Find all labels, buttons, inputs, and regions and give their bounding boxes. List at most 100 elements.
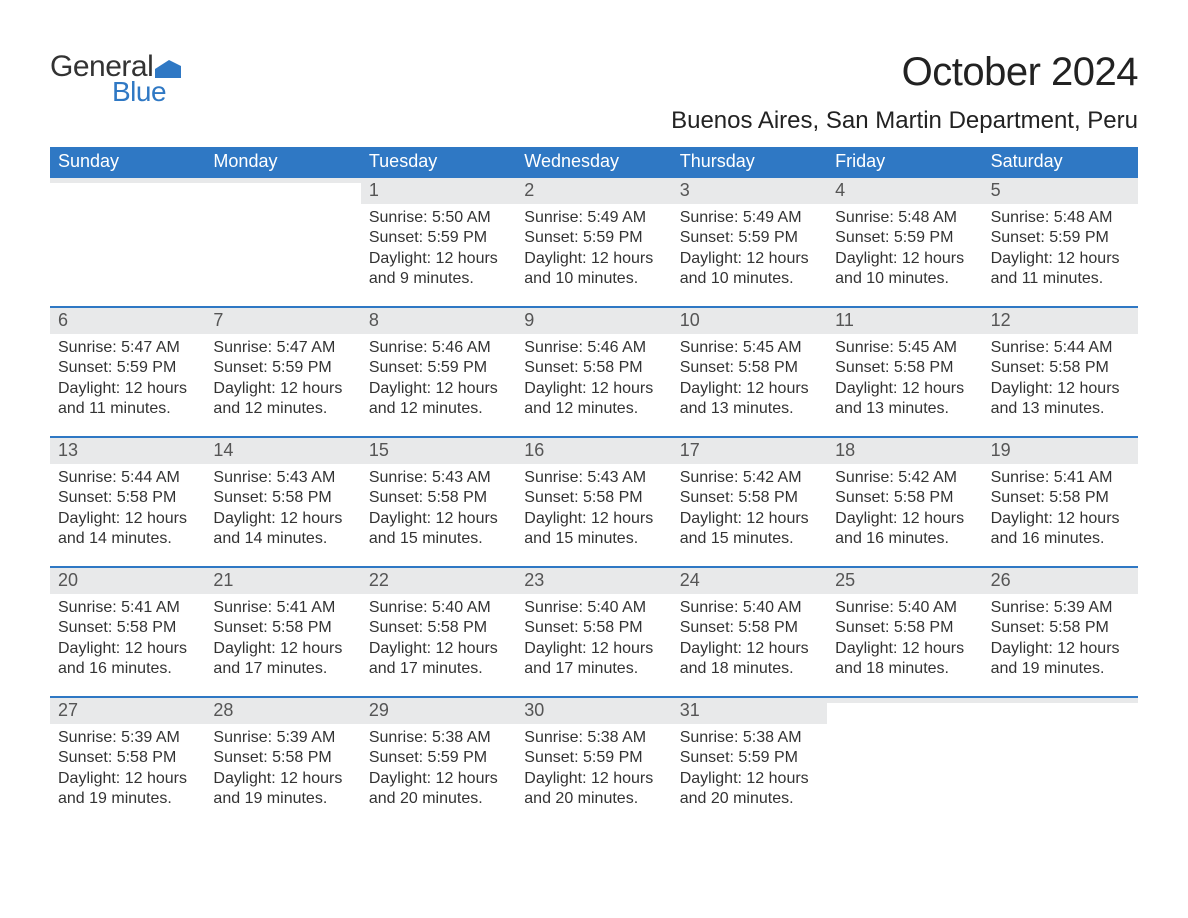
daylight2-text: and 17 minutes. — [524, 659, 663, 679]
calendar-day: 22Sunrise: 5:40 AMSunset: 5:58 PMDayligh… — [361, 568, 516, 696]
day-number: 19 — [983, 438, 1138, 464]
day-number-strip: 25 — [827, 568, 982, 594]
day-number-strip: 28 — [205, 698, 360, 724]
day-number: 5 — [983, 178, 1138, 204]
daylight2-text: and 18 minutes. — [680, 659, 819, 679]
calendar-week: 1Sunrise: 5:50 AMSunset: 5:59 PMDaylight… — [50, 178, 1138, 306]
day-number: 25 — [827, 568, 982, 594]
sunset-text: Sunset: 5:58 PM — [524, 358, 663, 378]
day-number-strip: 16 — [516, 438, 671, 464]
daylight1-text: Daylight: 12 hours — [991, 249, 1130, 269]
calendar-day — [827, 698, 982, 826]
sunrise-text: Sunrise: 5:41 AM — [991, 468, 1130, 488]
sunrise-text: Sunrise: 5:47 AM — [213, 338, 352, 358]
day-body: Sunrise: 5:38 AMSunset: 5:59 PMDaylight:… — [361, 724, 516, 816]
day-number: 31 — [672, 698, 827, 724]
day-number-strip: 3 — [672, 178, 827, 204]
daylight2-text: and 15 minutes. — [369, 529, 508, 549]
day-number: 21 — [205, 568, 360, 594]
day-body: Sunrise: 5:50 AMSunset: 5:59 PMDaylight:… — [361, 204, 516, 296]
daylight2-text: and 10 minutes. — [524, 269, 663, 289]
daylight2-text: and 19 minutes. — [991, 659, 1130, 679]
day-body: Sunrise: 5:43 AMSunset: 5:58 PMDaylight:… — [361, 464, 516, 556]
day-number-strip: 8 — [361, 308, 516, 334]
day-number-strip: 31 — [672, 698, 827, 724]
daylight2-text: and 10 minutes. — [680, 269, 819, 289]
day-body: Sunrise: 5:43 AMSunset: 5:58 PMDaylight:… — [516, 464, 671, 556]
day-body: Sunrise: 5:40 AMSunset: 5:58 PMDaylight:… — [827, 594, 982, 686]
weeks-container: 1Sunrise: 5:50 AMSunset: 5:59 PMDaylight… — [50, 178, 1138, 826]
calendar-day: 14Sunrise: 5:43 AMSunset: 5:58 PMDayligh… — [205, 438, 360, 566]
day-number: 24 — [672, 568, 827, 594]
day-number-strip: 29 — [361, 698, 516, 724]
sunrise-text: Sunrise: 5:41 AM — [213, 598, 352, 618]
day-number: 7 — [205, 308, 360, 334]
day-number-strip: 1 — [361, 178, 516, 204]
day-number-strip: 2 — [516, 178, 671, 204]
calendar-day: 15Sunrise: 5:43 AMSunset: 5:58 PMDayligh… — [361, 438, 516, 566]
sunrise-text: Sunrise: 5:41 AM — [58, 598, 197, 618]
sunrise-text: Sunrise: 5:38 AM — [680, 728, 819, 748]
daylight1-text: Daylight: 12 hours — [369, 379, 508, 399]
day-number-strip: 18 — [827, 438, 982, 464]
sunset-text: Sunset: 5:58 PM — [680, 488, 819, 508]
calendar-day: 30Sunrise: 5:38 AMSunset: 5:59 PMDayligh… — [516, 698, 671, 826]
day-body: Sunrise: 5:39 AMSunset: 5:58 PMDaylight:… — [50, 724, 205, 816]
sunset-text: Sunset: 5:58 PM — [524, 488, 663, 508]
calendar-day: 11Sunrise: 5:45 AMSunset: 5:58 PMDayligh… — [827, 308, 982, 436]
day-body: Sunrise: 5:45 AMSunset: 5:58 PMDaylight:… — [672, 334, 827, 426]
daylight2-text: and 11 minutes. — [58, 399, 197, 419]
calendar: Sunday Monday Tuesday Wednesday Thursday… — [50, 147, 1138, 826]
day-number-strip: 19 — [983, 438, 1138, 464]
day-number: 2 — [516, 178, 671, 204]
sunrise-text: Sunrise: 5:39 AM — [991, 598, 1130, 618]
sunset-text: Sunset: 5:58 PM — [213, 488, 352, 508]
calendar-day: 24Sunrise: 5:40 AMSunset: 5:58 PMDayligh… — [672, 568, 827, 696]
daylight2-text: and 20 minutes. — [680, 789, 819, 809]
location-subtitle: Buenos Aires, San Martin Department, Per… — [671, 107, 1138, 135]
day-number: 30 — [516, 698, 671, 724]
calendar-week: 13Sunrise: 5:44 AMSunset: 5:58 PMDayligh… — [50, 436, 1138, 566]
brand-logo: General Blue — [50, 50, 181, 108]
sunset-text: Sunset: 5:59 PM — [680, 228, 819, 248]
daylight2-text: and 19 minutes. — [213, 789, 352, 809]
calendar-day: 29Sunrise: 5:38 AMSunset: 5:59 PMDayligh… — [361, 698, 516, 826]
daylight2-text: and 18 minutes. — [835, 659, 974, 679]
brand-name-line2: Blue — [112, 76, 181, 108]
calendar-day: 6Sunrise: 5:47 AMSunset: 5:59 PMDaylight… — [50, 308, 205, 436]
sunset-text: Sunset: 5:58 PM — [835, 358, 974, 378]
day-body: Sunrise: 5:40 AMSunset: 5:58 PMDaylight:… — [672, 594, 827, 686]
day-number: 14 — [205, 438, 360, 464]
daylight1-text: Daylight: 12 hours — [213, 639, 352, 659]
day-body: Sunrise: 5:48 AMSunset: 5:59 PMDaylight:… — [983, 204, 1138, 296]
daylight2-text: and 16 minutes. — [991, 529, 1130, 549]
sunrise-text: Sunrise: 5:43 AM — [524, 468, 663, 488]
calendar-day: 5Sunrise: 5:48 AMSunset: 5:59 PMDaylight… — [983, 178, 1138, 306]
daylight2-text: and 13 minutes. — [991, 399, 1130, 419]
calendar-day: 2Sunrise: 5:49 AMSunset: 5:59 PMDaylight… — [516, 178, 671, 306]
calendar-day: 9Sunrise: 5:46 AMSunset: 5:58 PMDaylight… — [516, 308, 671, 436]
calendar-day — [50, 178, 205, 306]
day-number-strip — [983, 698, 1138, 703]
day-number: 29 — [361, 698, 516, 724]
sunrise-text: Sunrise: 5:40 AM — [680, 598, 819, 618]
calendar-day: 16Sunrise: 5:43 AMSunset: 5:58 PMDayligh… — [516, 438, 671, 566]
daylight1-text: Daylight: 12 hours — [524, 639, 663, 659]
day-number: 9 — [516, 308, 671, 334]
daylight2-text: and 19 minutes. — [58, 789, 197, 809]
daylight1-text: Daylight: 12 hours — [524, 509, 663, 529]
day-number-strip: 5 — [983, 178, 1138, 204]
sunrise-text: Sunrise: 5:38 AM — [369, 728, 508, 748]
day-number: 16 — [516, 438, 671, 464]
sunset-text: Sunset: 5:59 PM — [524, 748, 663, 768]
daylight1-text: Daylight: 12 hours — [369, 769, 508, 789]
dow-saturday: Saturday — [983, 147, 1138, 178]
day-number: 10 — [672, 308, 827, 334]
day-number-strip: 6 — [50, 308, 205, 334]
day-of-week-header-row: Sunday Monday Tuesday Wednesday Thursday… — [50, 147, 1138, 178]
daylight1-text: Daylight: 12 hours — [835, 639, 974, 659]
calendar-day — [983, 698, 1138, 826]
sunrise-text: Sunrise: 5:40 AM — [369, 598, 508, 618]
day-number-strip: 21 — [205, 568, 360, 594]
day-number: 22 — [361, 568, 516, 594]
